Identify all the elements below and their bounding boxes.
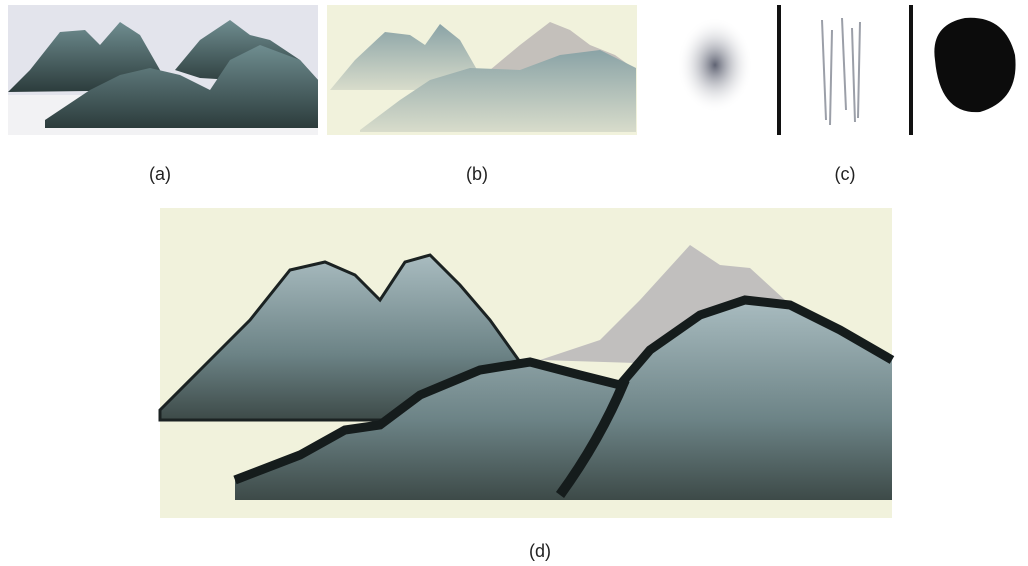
panel-caption: (d)	[529, 541, 551, 561]
panel-c-image	[648, 5, 1020, 135]
page: (a) (b) (c) (d) (() => { const data = JS…	[0, 0, 1028, 566]
panel-caption: (c)	[835, 164, 856, 184]
panel-caption: (b)	[466, 164, 488, 184]
figure: (a) (b) (c) (d)	[0, 0, 1028, 566]
panel-caption: (a)	[149, 164, 171, 184]
panel-a-image	[8, 5, 318, 135]
panel-b-image	[327, 5, 637, 135]
panel-d-image	[160, 208, 892, 518]
